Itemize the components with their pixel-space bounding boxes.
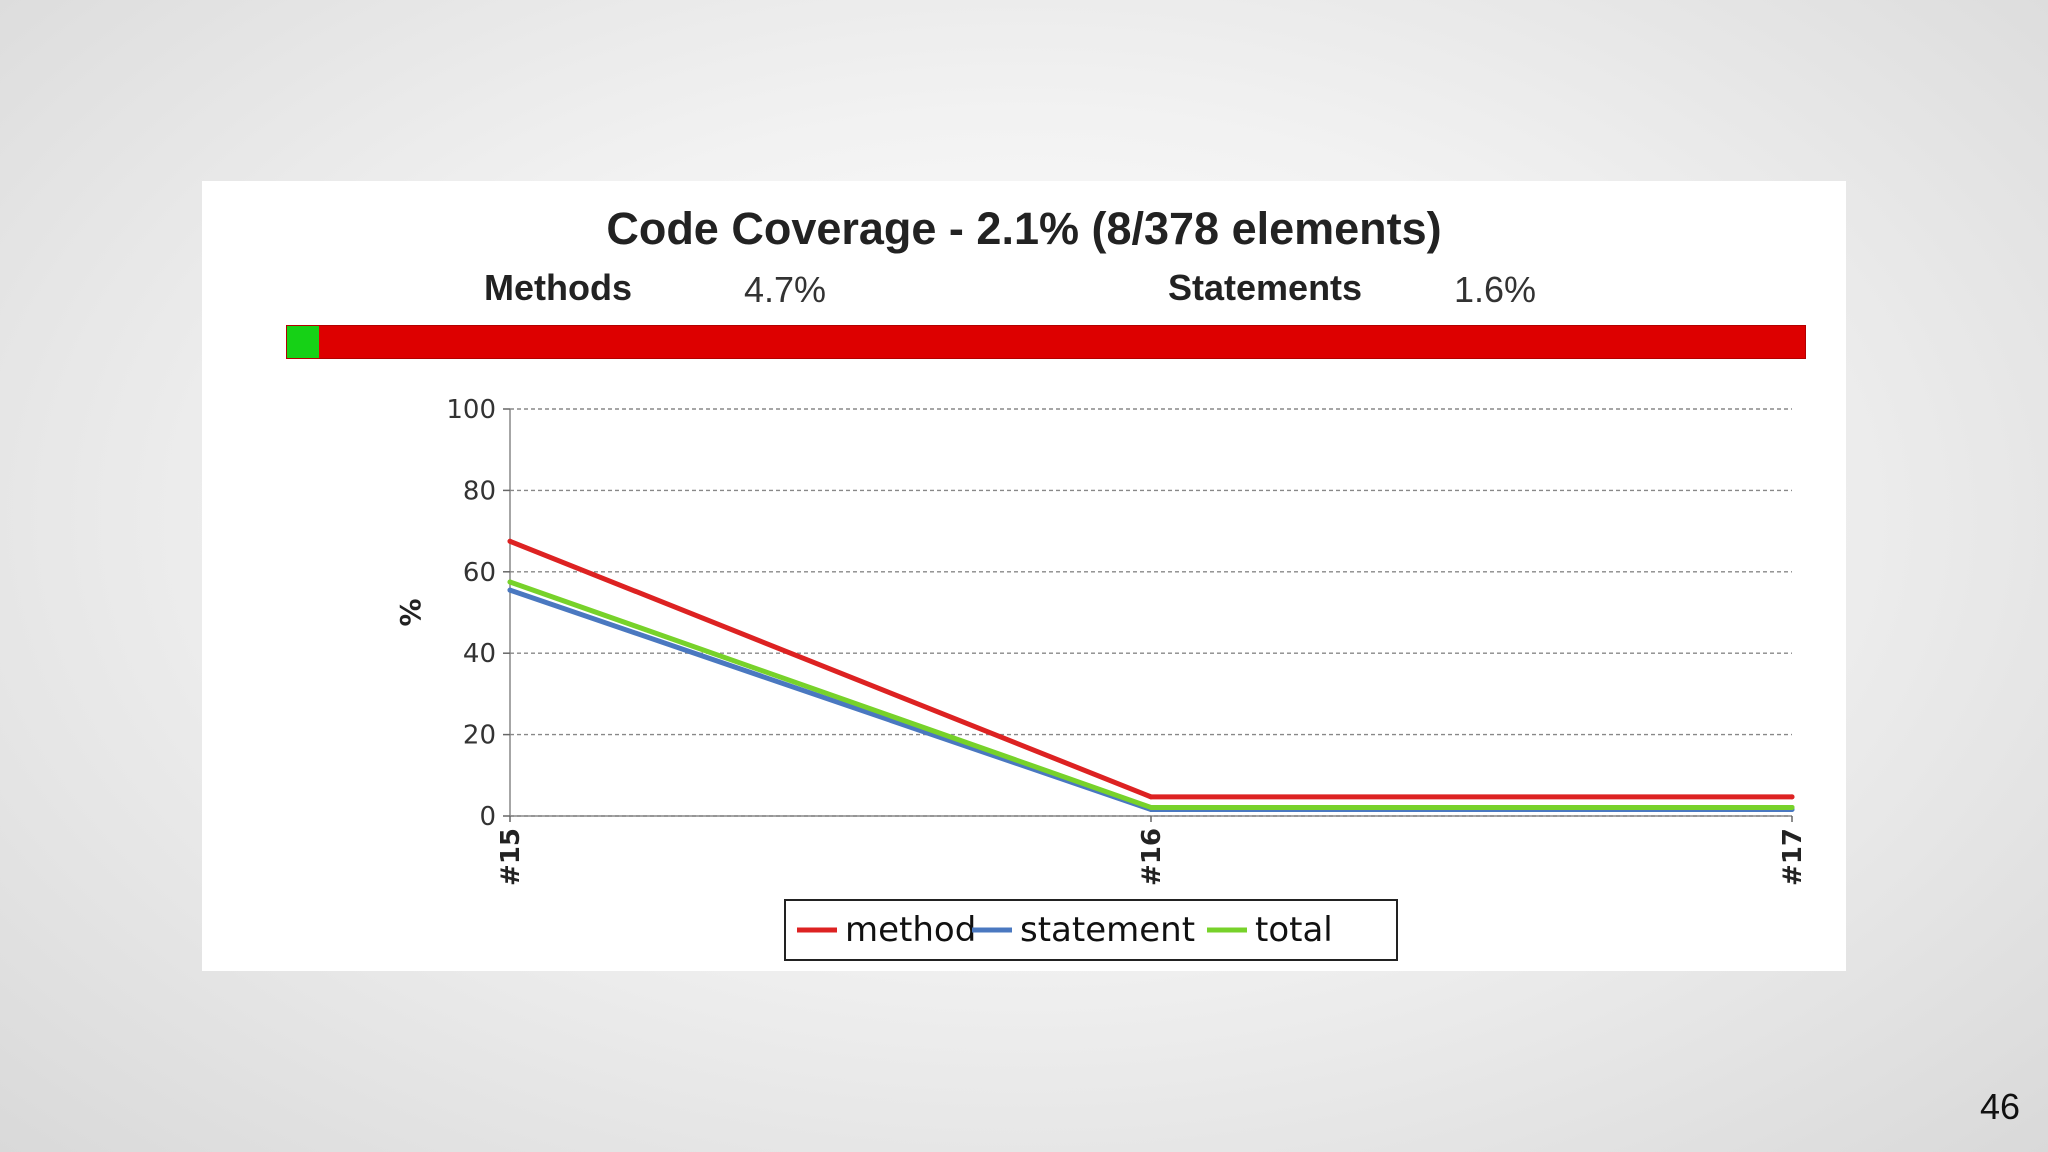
legend-label-method: method: [845, 910, 976, 950]
coverage-trend-chart: 0 20 40 60 80 100 #15 #16 #17 % method statement…: [394, 395, 1808, 961]
coverage-title: Code Coverage - 2.1% (8/378 elements): [606, 203, 1442, 254]
data-point-total-2: [1789, 804, 1795, 810]
coverage-progress-bar: [286, 325, 1806, 359]
data-point-method-2: [1789, 794, 1795, 800]
legend-label-statement: statement: [1020, 910, 1195, 950]
xtick-label-1: #16: [1137, 828, 1167, 886]
methods-value: 4.7%: [744, 269, 827, 310]
legend-label-total: total: [1255, 910, 1333, 950]
xtick-label-2: #17: [1778, 828, 1808, 886]
ytick-label-40: 40: [463, 639, 496, 669]
ytick-label-20: 20: [463, 721, 496, 751]
statements-value: 1.6%: [1454, 269, 1537, 310]
methods-label: Methods: [484, 267, 632, 308]
xtick-label-0: #15: [496, 828, 526, 886]
data-point-method-0: [507, 538, 513, 544]
series-line-statement: [507, 587, 1795, 812]
data-point-total-0: [507, 579, 513, 585]
page-number: 46: [1979, 1086, 2020, 1127]
data-point-statement-0: [507, 587, 513, 593]
y-axis-label: %: [394, 598, 427, 626]
data-point-method-1: [1148, 794, 1154, 800]
legend-box: [784, 899, 1398, 961]
data-point-total-1: [1148, 804, 1154, 810]
coverage-progress-fill: [287, 326, 320, 358]
statements-label: Statements: [1168, 267, 1363, 308]
ytick-label-60: 60: [463, 558, 496, 588]
ytick-label-0: 0: [479, 802, 496, 832]
series-line-method: [507, 538, 1795, 800]
coverage-report-panel: Code Coverage - 2.1% (8/378 elements) Me…: [202, 181, 1846, 971]
ytick-label-80: 80: [463, 476, 496, 506]
ytick-label-100: 100: [446, 395, 496, 425]
